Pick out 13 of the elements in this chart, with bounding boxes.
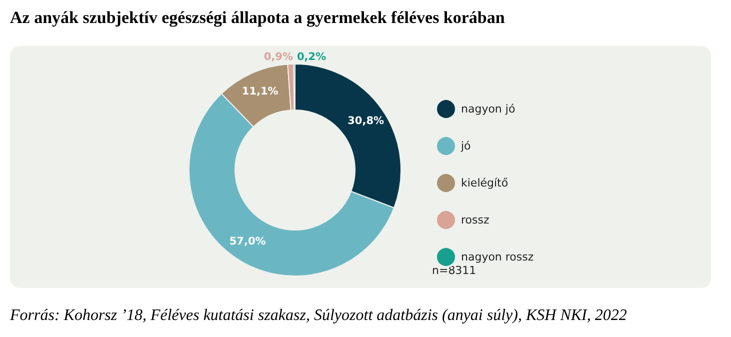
legend-label: nagyon jó: [461, 102, 516, 116]
legend-label: jó: [460, 140, 472, 152]
data-label: 11,1%: [242, 85, 279, 98]
data-label: 0,2%: [297, 51, 327, 63]
legend-label: kielégítő: [461, 176, 508, 190]
data-label: 0,9%: [264, 51, 294, 63]
text: Forrás: Kohorsz ’18, Féléves kutatási szakasz, Súlyozott adatbázis (anyai súly), KSH NKI, 2022: [10, 307, 627, 325]
legend-label: rossz: [461, 214, 490, 226]
legend-label: nagyon rossz: [461, 250, 534, 264]
data-label: 57,0%: [229, 236, 266, 248]
chart-title: Az anyák szubjektív egészségi állapota a gyermekek féléves korában: [10, 8, 505, 28]
data-label: 30,8%: [348, 115, 385, 128]
text: n=8311: [432, 264, 476, 277]
